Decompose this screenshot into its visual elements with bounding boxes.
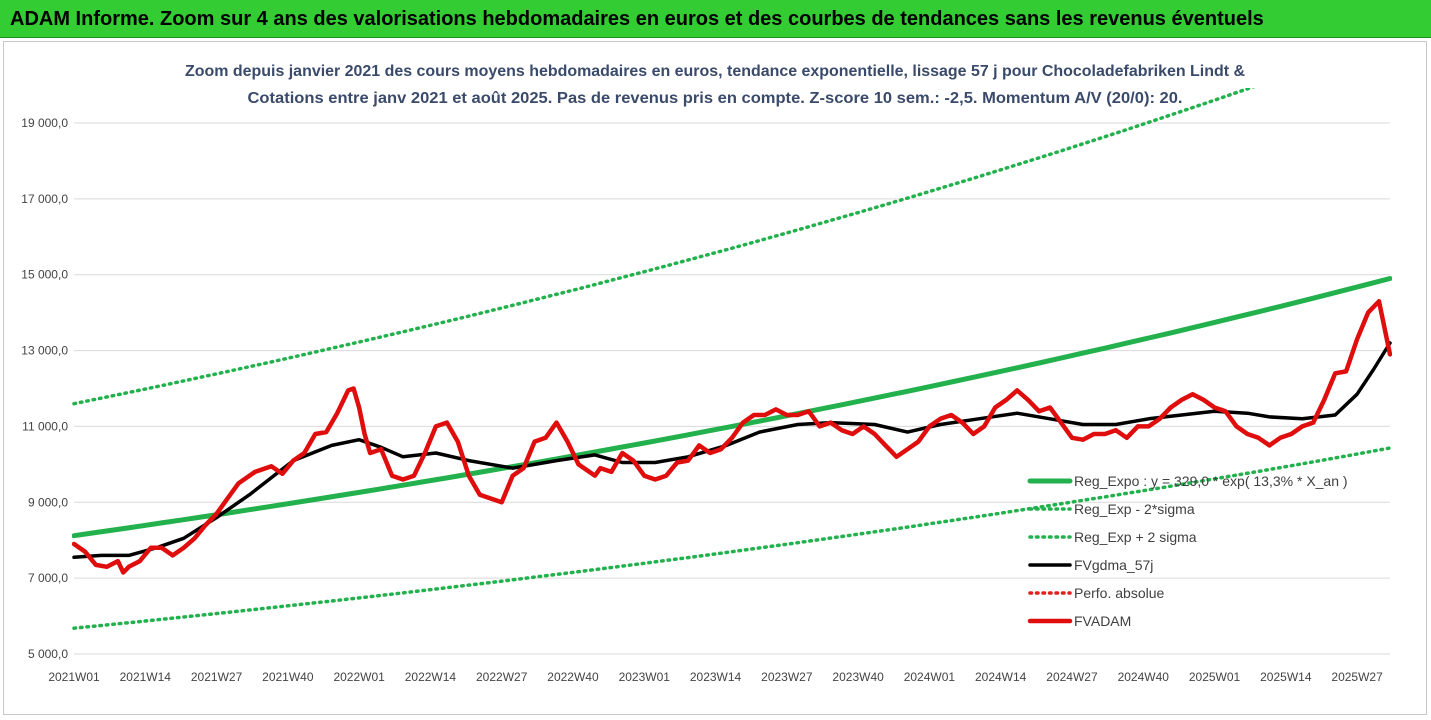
x-tick-label: 2022W40 (547, 670, 599, 684)
chart-title-line-1: Zoom depuis janvier 2021 des cours moyen… (185, 63, 1245, 80)
x-tick-label: 2021W14 (120, 670, 172, 684)
chart-title-line-2: Cotations entre janv 2021 et août 2025. … (248, 90, 1183, 107)
legend-label: Perfo. absolue (1074, 585, 1164, 601)
x-tick-label: 2021W40 (262, 670, 314, 684)
x-tick-label: 2023W01 (619, 670, 671, 684)
legend-label: Reg_Exp + 2 sigma (1074, 529, 1197, 545)
x-tick-label: 2025W14 (1260, 670, 1312, 684)
legend-label: FVADAM (1074, 613, 1131, 629)
y-tick-label: 19 000,0 (21, 116, 68, 130)
legend: Reg_Expo : y = 329,0 * exp( 13,3% * X_an… (1027, 473, 1348, 629)
x-tick-label: 2023W27 (761, 670, 813, 684)
gridlines (74, 122, 1390, 655)
series-line-3 (72, 341, 1392, 560)
series-line-1 (72, 446, 1392, 630)
x-tick-label: 2024W40 (1118, 670, 1170, 684)
x-tick-label: 2025W01 (1189, 670, 1241, 684)
y-tick-label: 15 000,0 (21, 268, 68, 282)
y-tick-label: 11 000,0 (22, 419, 68, 433)
x-tick-label: 2022W01 (333, 670, 385, 684)
series-line-0 (72, 276, 1392, 539)
x-tick-label: 2021W27 (191, 670, 243, 684)
series-lines (72, 88, 1392, 630)
x-tick-label: 2022W27 (476, 670, 528, 684)
x-tick-label: 2021W01 (48, 670, 100, 684)
y-axis-ticks: 5 000,0 7 000,0 9 000,0 11 000,0 13 000,0 15 … (21, 116, 68, 661)
legend-label: FVgdma_57j (1074, 557, 1153, 573)
series-line-2 (72, 88, 1256, 406)
x-tick-label: 2024W27 (1046, 670, 1098, 684)
y-tick-label: 17 000,0 (21, 192, 68, 206)
legend-label: Reg_Expo : y = 329,0 * exp( 13,3% * X_an… (1074, 473, 1348, 489)
chart-frame (3, 41, 1427, 715)
x-tick-label: 2022W14 (405, 670, 457, 684)
y-tick-label: 9 000,0 (28, 495, 68, 509)
series-line-5 (72, 299, 1392, 575)
y-tick-label: 5 000,0 (28, 647, 68, 661)
x-tick-label: 2024W14 (975, 670, 1027, 684)
x-tick-label: 2024W01 (904, 670, 956, 684)
x-tick-label: 2025W27 (1331, 670, 1383, 684)
report-banner: ADAM Informe. Zoom sur 4 ans des valoris… (0, 0, 1431, 38)
y-tick-label: 7 000,0 (28, 571, 68, 585)
y-tick-label: 13 000,0 (21, 344, 68, 358)
legend-label: Reg_Exp - 2*sigma (1074, 501, 1195, 517)
x-axis-ticks: 2021W01 2021W14 2021W27 2021W40 2022W01 2022W… (48, 670, 1383, 684)
x-tick-label: 2023W40 (832, 670, 884, 684)
x-tick-label: 2023W14 (690, 670, 742, 684)
